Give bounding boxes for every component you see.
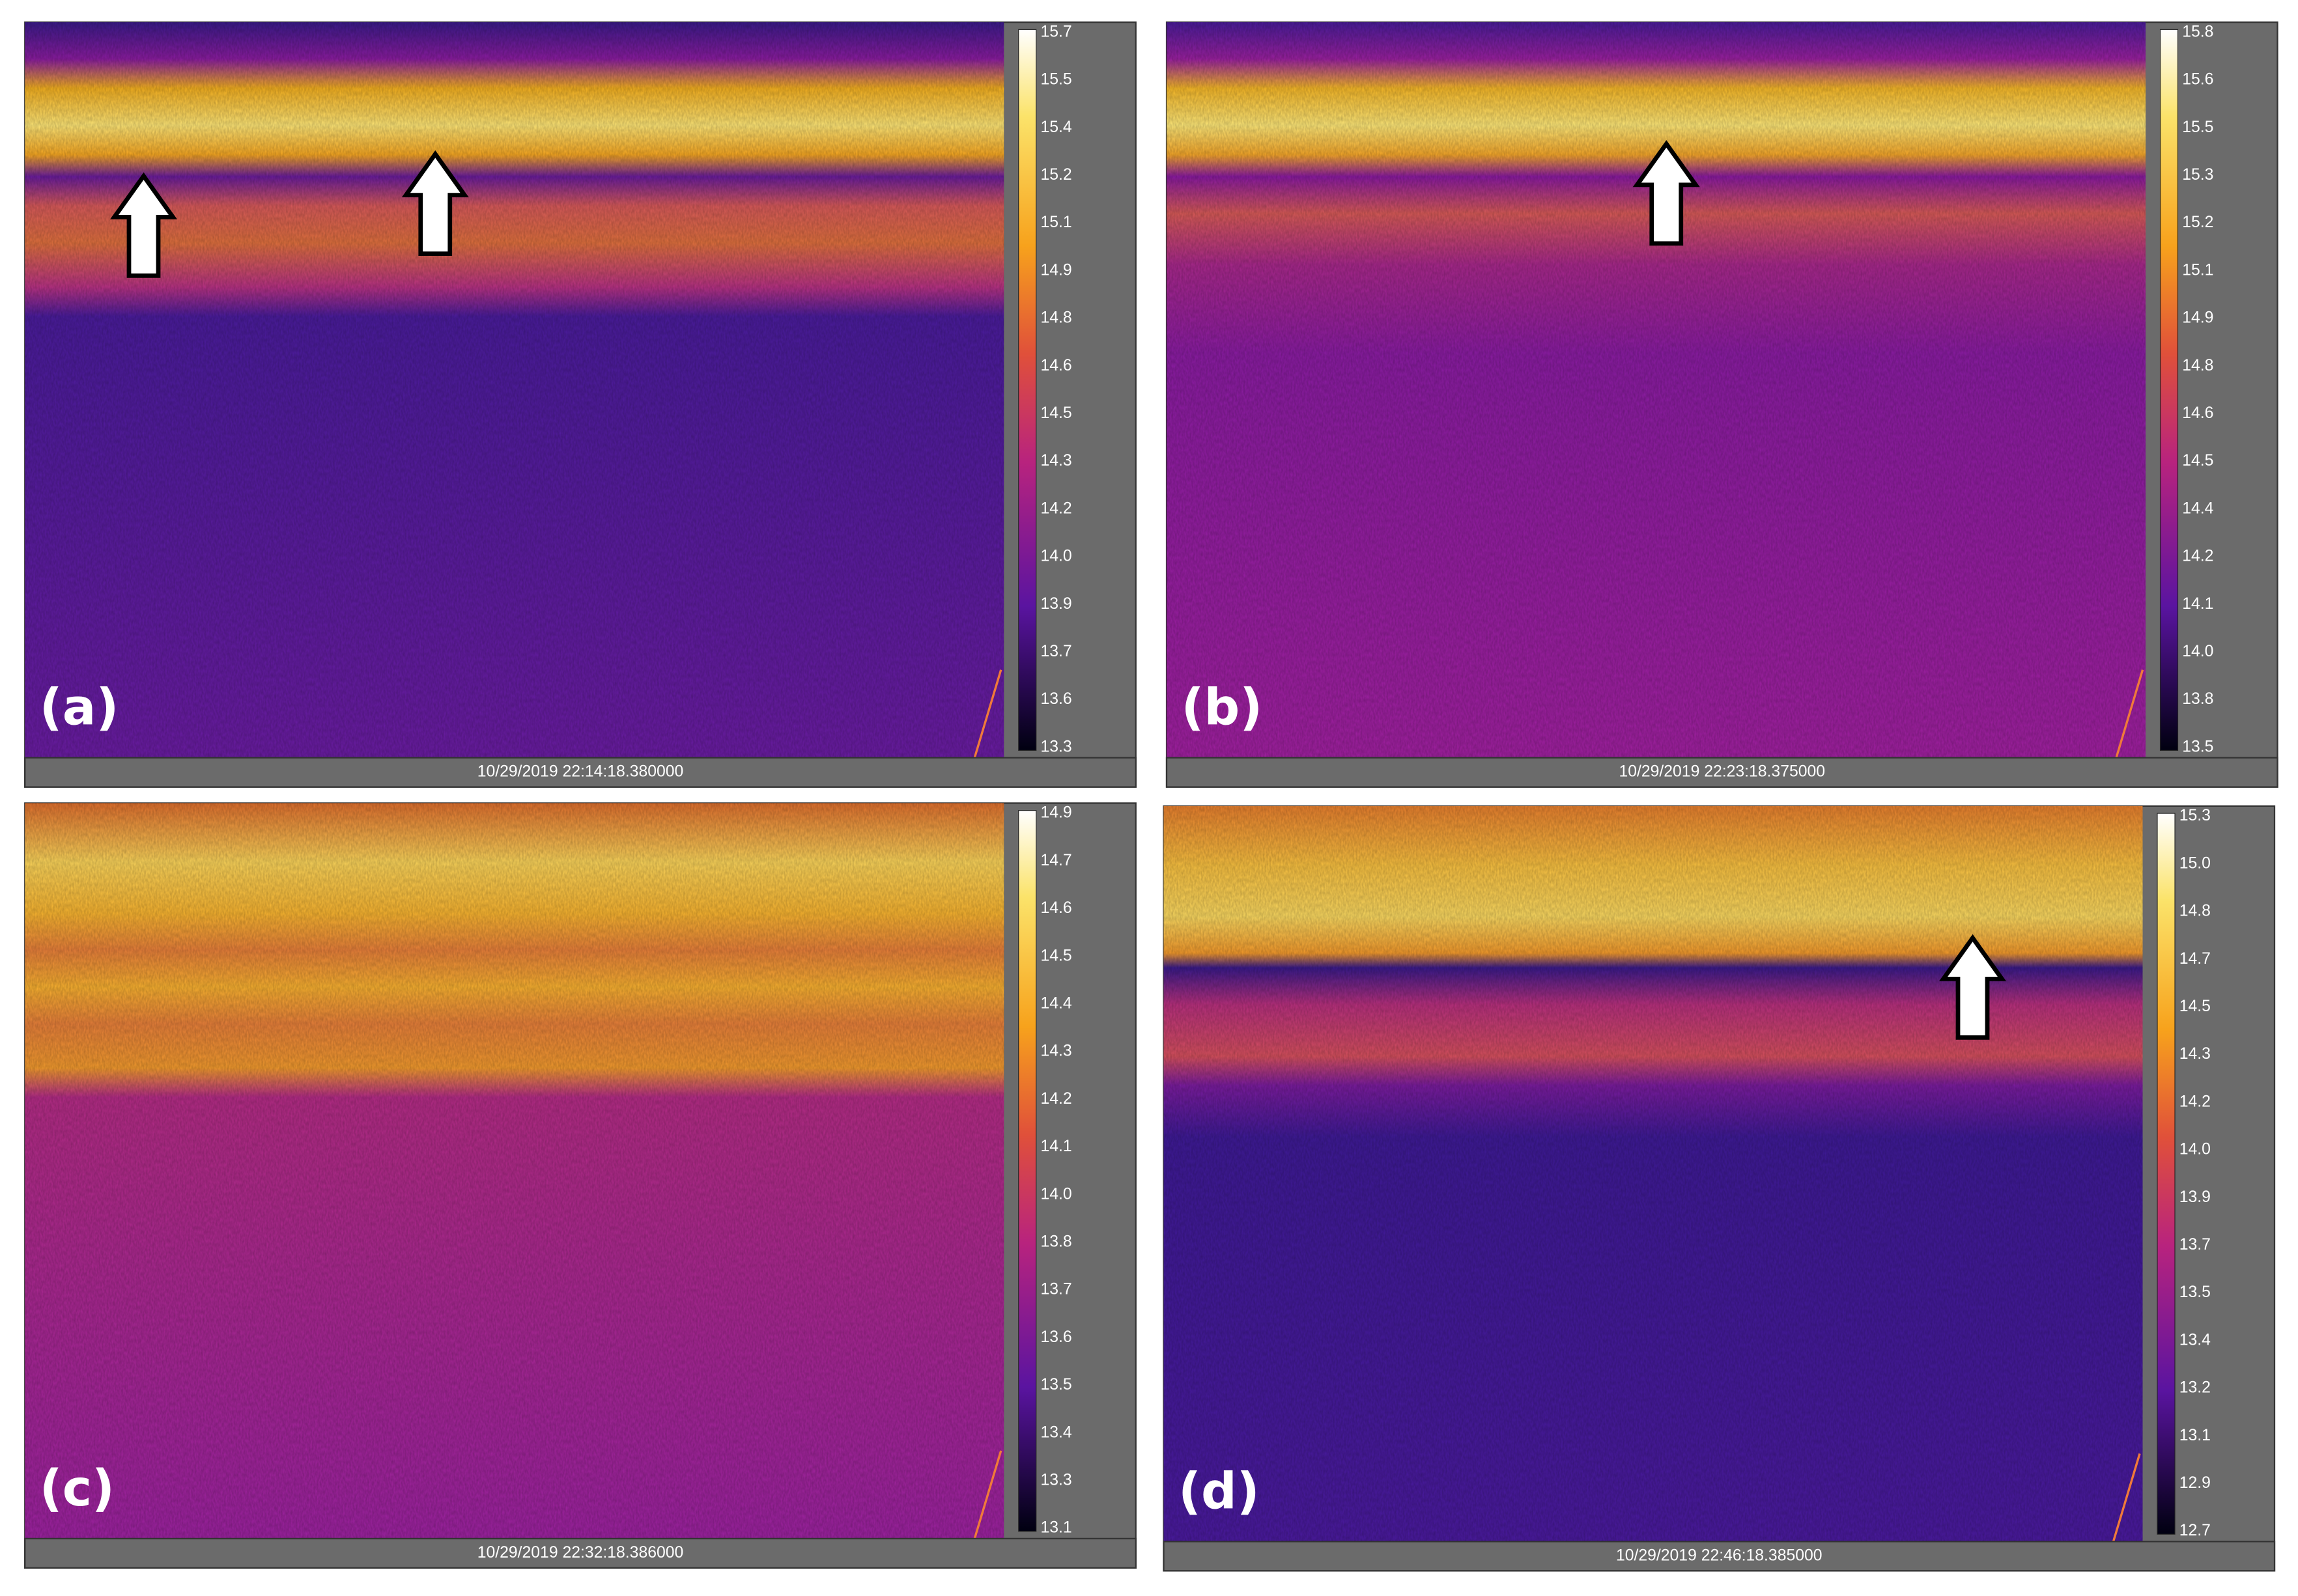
colorbar-tick-label: 13.7 bbox=[1041, 643, 1072, 660]
panel: (c) 14.9 14.7 14.6 14.5 14.4 14.3 14.2 14.1 14.0 1… bbox=[24, 802, 1137, 1569]
colorbar bbox=[1018, 29, 1037, 751]
colorbar-tick-label: 14.5 bbox=[1041, 947, 1072, 964]
colorbar-tick-label: 13.9 bbox=[1041, 595, 1072, 613]
timestamp: 10/29/2019 22:32:18.386000 bbox=[477, 1544, 684, 1561]
colorbar-tick-label: 14.5 bbox=[2182, 452, 2213, 469]
colorbar-tick-label: 13.3 bbox=[1041, 738, 1072, 755]
colorbar-tick-label: 13.5 bbox=[1041, 1376, 1072, 1393]
colorbar-tick-label: 14.0 bbox=[2182, 643, 2213, 660]
colorbar-tick-label: 14.8 bbox=[1041, 309, 1072, 327]
colorbar-tick-label: 14.9 bbox=[1041, 804, 1072, 822]
timestamp: 10/29/2019 22:23:18.375000 bbox=[1619, 763, 1825, 781]
colorbar-tick-label: 15.5 bbox=[1041, 71, 1072, 89]
colorbar-tick-label: 13.6 bbox=[1041, 1328, 1072, 1346]
timestamp-bar bbox=[1165, 757, 2278, 788]
colorbar-tick-label: 13.7 bbox=[2179, 1236, 2211, 1253]
colorbar-tick-label: 14.9 bbox=[1041, 261, 1072, 279]
colorbar-tick-label: 14.1 bbox=[2182, 595, 2213, 613]
colorbar-tick-label: 15.0 bbox=[2179, 854, 2211, 872]
panel-label: (a) bbox=[40, 679, 119, 737]
colorbar-tick-label: 15.3 bbox=[2182, 166, 2213, 184]
colorbar-tick-label: 14.2 bbox=[1041, 1090, 1072, 1108]
colorbar-tick-label: 14.9 bbox=[2182, 309, 2213, 327]
timestamp-bar bbox=[24, 757, 1137, 788]
colorbar-tick-label: 12.7 bbox=[2179, 1522, 2211, 1539]
colorbar-tick-label: 14.0 bbox=[1041, 548, 1072, 565]
colorbar-tick-label: 14.3 bbox=[1041, 1043, 1072, 1060]
colorbar-tick-label: 14.8 bbox=[2182, 357, 2213, 374]
panel: (b) 15.8 15.6 15.5 15.3 15.2 15.1 14.9 14.8 14.6 1… bbox=[1165, 21, 2278, 788]
colorbar-tick-label: 14.3 bbox=[1041, 452, 1072, 469]
colorbar-tick-label: 13.6 bbox=[1041, 690, 1072, 708]
timestamp: 10/29/2019 22:14:18.380000 bbox=[477, 763, 684, 781]
colorbar-tick-label: 14.6 bbox=[2182, 404, 2213, 422]
image-noise bbox=[25, 22, 1004, 758]
colorbar-tick-label: 14.2 bbox=[2182, 548, 2213, 565]
colorbar-tick-label: 13.2 bbox=[2179, 1379, 2211, 1397]
colorbar-tick-label: 14.8 bbox=[2179, 903, 2211, 920]
colorbar-tick-label: 14.4 bbox=[1041, 994, 1072, 1012]
colorbar-tick-label: 14.0 bbox=[1041, 1185, 1072, 1203]
road-edge bbox=[973, 1450, 1002, 1539]
colorbar-tick-label: 14.7 bbox=[1041, 852, 1072, 869]
colorbar-tick-label: 13.8 bbox=[2182, 690, 2213, 708]
colorbar-tick-label: 15.2 bbox=[1041, 166, 1072, 184]
road-edge bbox=[973, 669, 1002, 759]
image-noise bbox=[1167, 22, 2146, 758]
colorbar-tick-label: 14.0 bbox=[2179, 1141, 2211, 1158]
colorbar-tick-label: 15.3 bbox=[2179, 807, 2211, 824]
colorbar bbox=[2157, 813, 2176, 1535]
colorbar-tick-label: 13.9 bbox=[2179, 1188, 2211, 1206]
colorbar-tick-label: 13.1 bbox=[1041, 1519, 1072, 1537]
colorbar-tick-label: 14.7 bbox=[2179, 950, 2211, 968]
panel-label: (c) bbox=[40, 1460, 115, 1518]
colorbar-tick-label: 15.7 bbox=[1041, 23, 1072, 40]
panel-label: (b) bbox=[1182, 679, 1263, 737]
colorbar-tick-label: 14.6 bbox=[1041, 357, 1072, 374]
image-noise bbox=[25, 803, 1004, 1539]
colorbar-tick-label: 13.7 bbox=[1041, 1281, 1072, 1298]
timestamp: 10/29/2019 22:46:18.385000 bbox=[1616, 1547, 1823, 1564]
arrow bbox=[401, 150, 469, 256]
colorbar-tick-label: 14.5 bbox=[1041, 404, 1072, 422]
image-noise bbox=[1163, 805, 2143, 1542]
road-edge bbox=[2115, 669, 2144, 759]
arrow bbox=[1938, 934, 2007, 1040]
colorbar-tick-label: 12.9 bbox=[2179, 1474, 2211, 1492]
colorbar-tick-label: 13.3 bbox=[1041, 1471, 1072, 1489]
timestamp-bar bbox=[1163, 1541, 2276, 1572]
panel: (a) 15.7 15.5 15.4 15.2 15.1 14.9 14.8 14.6 14.5 1… bbox=[24, 21, 1137, 788]
timestamp-bar bbox=[24, 1537, 1137, 1569]
colorbar-tick-label: 15.6 bbox=[2182, 71, 2213, 89]
colorbar-tick-label: 13.5 bbox=[2179, 1283, 2211, 1301]
colorbar-tick-label: 14.6 bbox=[1041, 899, 1072, 917]
panel-label: (d) bbox=[1178, 1463, 1260, 1520]
colorbar-tick-label: 14.4 bbox=[2182, 499, 2213, 517]
colorbar-tick-label: 15.8 bbox=[2182, 23, 2213, 40]
colorbar-tick-label: 13.5 bbox=[2182, 738, 2213, 755]
colorbar-tick-label: 15.5 bbox=[2182, 119, 2213, 136]
colorbar-tick-label: 13.4 bbox=[1041, 1423, 1072, 1441]
colorbar bbox=[1018, 810, 1037, 1532]
colorbar-tick-label: 13.8 bbox=[1041, 1233, 1072, 1250]
colorbar-tick-label: 14.2 bbox=[1041, 499, 1072, 517]
road-edge bbox=[2112, 1453, 2141, 1542]
colorbar-tick-label: 15.2 bbox=[2182, 214, 2213, 231]
arrow bbox=[109, 172, 178, 278]
colorbar-tick-label: 14.3 bbox=[2179, 1045, 2211, 1063]
arrow bbox=[1632, 140, 1700, 246]
colorbar bbox=[2159, 29, 2179, 751]
panel: (d) 15.3 15.0 14.8 14.7 14.5 14.3 14.2 14.0 13.9 1… bbox=[1163, 805, 2276, 1572]
colorbar-tick-label: 14.2 bbox=[2179, 1093, 2211, 1110]
colorbar-tick-label: 15.1 bbox=[1041, 214, 1072, 231]
colorbar-tick-label: 15.4 bbox=[1041, 119, 1072, 136]
colorbar-tick-label: 13.4 bbox=[2179, 1331, 2211, 1349]
colorbar-tick-label: 13.1 bbox=[2179, 1427, 2211, 1444]
colorbar-tick-label: 14.1 bbox=[1041, 1138, 1072, 1155]
colorbar-tick-label: 15.1 bbox=[2182, 261, 2213, 279]
colorbar-tick-label: 14.5 bbox=[2179, 998, 2211, 1015]
